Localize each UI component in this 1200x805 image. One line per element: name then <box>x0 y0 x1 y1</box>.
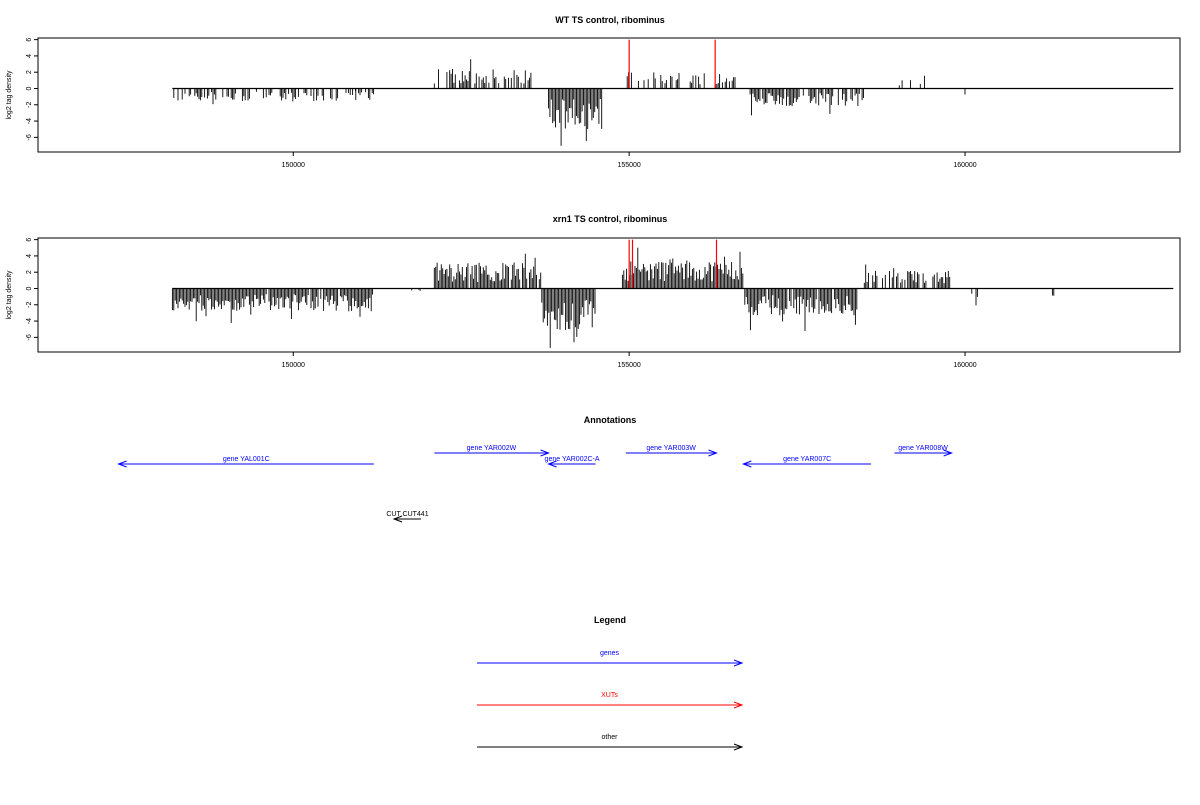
legend-arrowhead <box>733 743 744 751</box>
annotation-arrowhead <box>547 460 557 468</box>
wt-y-tick-label: 0 <box>26 86 33 90</box>
wt-x-tick-label: 155000 <box>617 162 640 169</box>
xrn1-x-tick-label: 150000 <box>282 362 305 369</box>
legend-arrowhead <box>733 659 744 667</box>
xrn1-panel-title: xrn1 TS control, ribominus <box>553 214 668 224</box>
wt-bars <box>173 59 966 146</box>
legend-title: Legend <box>594 615 626 625</box>
wt-x-axis: 150000 155000 160000 <box>282 152 977 169</box>
annotation-arrowhead <box>117 460 127 468</box>
legend-entry-other: other <box>477 734 744 751</box>
xrn1-bars <box>171 247 1055 348</box>
xrn1-panel: xrn1 TS control, ribominus log2 tag dens… <box>6 214 1181 369</box>
annotation-features: gene YAL001C gene YAR002W gene YAR002C-A ge… <box>117 445 954 523</box>
wt-x-tick-label: 160000 <box>953 162 976 169</box>
annotation-label: CUT CUT441 <box>386 511 428 518</box>
xrn1-y-tick-label: 6 <box>26 238 33 242</box>
annotation-feature: gene YAR002C-A <box>545 456 600 468</box>
wt-panel-title: WT TS control, ribominus <box>555 15 665 25</box>
xrn1-y-tick-label: -4 <box>26 318 33 324</box>
wt-y-tick-label: 6 <box>26 38 33 42</box>
legend-entry-gene: genes <box>477 650 744 667</box>
xrn1-y-axis: -6 -4 -2 0 2 4 6 <box>26 238 38 340</box>
xrn1-y-tick-label: 2 <box>26 270 33 274</box>
annotation-arrowhead <box>943 449 954 457</box>
annotation-feature: gene YAR003W <box>625 445 718 457</box>
wt-y-axis-label: log2 tag density <box>6 70 13 120</box>
wt-y-tick-label: 2 <box>26 70 33 74</box>
wt-x-tick-label: 150000 <box>282 162 305 169</box>
annotation-arrowhead <box>741 460 752 468</box>
annotation-arrowhead <box>708 449 718 457</box>
xrn1-plot-frame <box>37 237 1181 353</box>
annotation-arrowhead <box>540 449 550 457</box>
annotation-feature: gene YAR002W <box>434 445 550 457</box>
xrn1-x-tick-label: 160000 <box>953 362 976 369</box>
wt-y-tick-label: 4 <box>26 54 33 58</box>
annotation-label: gene YAR002C-A <box>545 456 600 463</box>
wt-y-tick-label: -4 <box>26 118 33 124</box>
legend-entry-xut: XUTs <box>477 692 744 709</box>
annotation-label: gene YAR003W <box>646 445 696 452</box>
legend-label: genes <box>600 650 620 657</box>
annotation-label: gene YAR007C <box>783 456 831 463</box>
wt-panel: WT TS control, ribominus log2 tag densit… <box>6 15 1181 169</box>
annotation-feature: CUT CUT441 <box>386 511 429 523</box>
xrn1-y-axis-label: log2 tag density <box>6 270 13 320</box>
annotation-feature: gene YAR007C <box>741 456 871 468</box>
wt-y-tick-label: -6 <box>26 134 33 140</box>
annotations-title: Annotations <box>584 415 637 425</box>
legend-entries: genes XUTs other <box>477 650 744 751</box>
xrn1-y-tick-label: -2 <box>26 302 33 308</box>
wt-plot-frame <box>37 37 1181 153</box>
xrn1-x-axis: 150000 155000 160000 <box>282 352 977 369</box>
xrn1-y-tick-label: 4 <box>26 254 33 258</box>
annotation-label: gene YAR008W <box>898 445 948 452</box>
legend-label: other <box>602 734 619 741</box>
xrn1-y-tick-label: 0 <box>26 286 33 290</box>
annotation-label: gene YAL001C <box>223 456 270 463</box>
legend-panel: Legend genes XUTs other <box>477 615 744 751</box>
legend-arrowhead <box>733 701 744 709</box>
annotation-label: gene YAR002W <box>467 445 517 452</box>
xrn1-xut-marks <box>628 239 718 289</box>
annotation-arrowhead <box>392 515 403 523</box>
xrn1-y-tick-label: -6 <box>26 334 33 340</box>
wt-y-tick-label: -2 <box>26 102 33 108</box>
annotation-feature: gene YAR008W <box>894 445 954 457</box>
wt-y-axis: -6 -4 -2 0 2 4 6 <box>26 38 38 140</box>
wt-xut-marks <box>628 39 716 89</box>
legend-label: XUTs <box>601 692 618 699</box>
annotation-feature: gene YAL001C <box>117 456 374 468</box>
xrn1-x-tick-label: 155000 <box>617 362 640 369</box>
